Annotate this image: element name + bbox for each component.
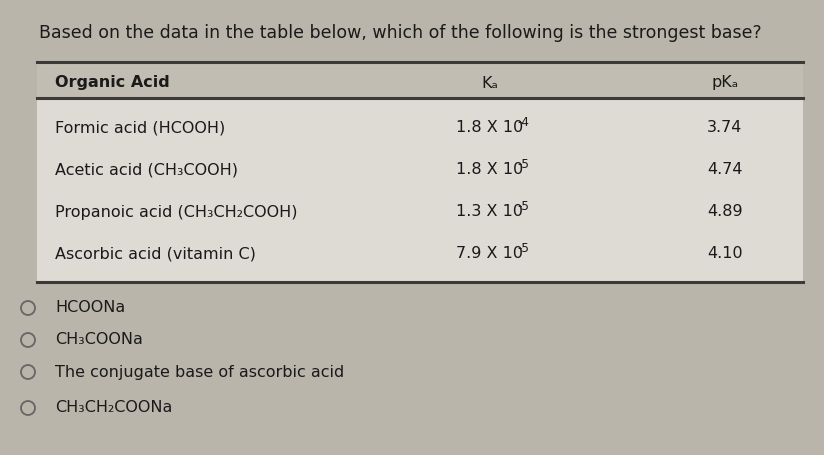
- Text: CH₃CH₂COONa: CH₃CH₂COONa: [55, 400, 172, 415]
- Text: 4.74: 4.74: [707, 162, 742, 177]
- Text: Acetic acid (CH₃COOH): Acetic acid (CH₃COOH): [55, 162, 238, 177]
- Text: 1.8 X 10: 1.8 X 10: [456, 121, 523, 136]
- Text: 3.74: 3.74: [707, 121, 742, 136]
- Text: Kₐ: Kₐ: [481, 76, 499, 91]
- Text: 4.89: 4.89: [707, 204, 742, 219]
- Text: Ascorbic acid (vitamin C): Ascorbic acid (vitamin C): [55, 247, 256, 262]
- Text: 4.10: 4.10: [707, 247, 742, 262]
- Text: -5: -5: [517, 243, 529, 256]
- Text: Based on the data in the table below, which of the following is the strongest ba: Based on the data in the table below, wh…: [39, 24, 761, 42]
- Text: 7.9 X 10: 7.9 X 10: [456, 247, 523, 262]
- Text: The conjugate base of ascorbic acid: The conjugate base of ascorbic acid: [55, 364, 344, 379]
- Text: Formic acid (HCOOH): Formic acid (HCOOH): [55, 121, 225, 136]
- Text: Propanoic acid (CH₃CH₂COOH): Propanoic acid (CH₃CH₂COOH): [55, 204, 297, 219]
- Text: -4: -4: [517, 116, 529, 130]
- FancyBboxPatch shape: [37, 98, 803, 282]
- Text: 1.3 X 10: 1.3 X 10: [456, 204, 523, 219]
- Text: 1.8 X 10: 1.8 X 10: [456, 162, 523, 177]
- Text: Organic Acid: Organic Acid: [55, 76, 170, 91]
- Text: CH₃COONa: CH₃COONa: [55, 333, 143, 348]
- FancyBboxPatch shape: [37, 62, 803, 282]
- Text: -5: -5: [517, 201, 529, 213]
- Text: pKₐ: pKₐ: [711, 76, 738, 91]
- Text: -5: -5: [517, 158, 529, 172]
- Text: HCOONa: HCOONa: [55, 300, 125, 315]
